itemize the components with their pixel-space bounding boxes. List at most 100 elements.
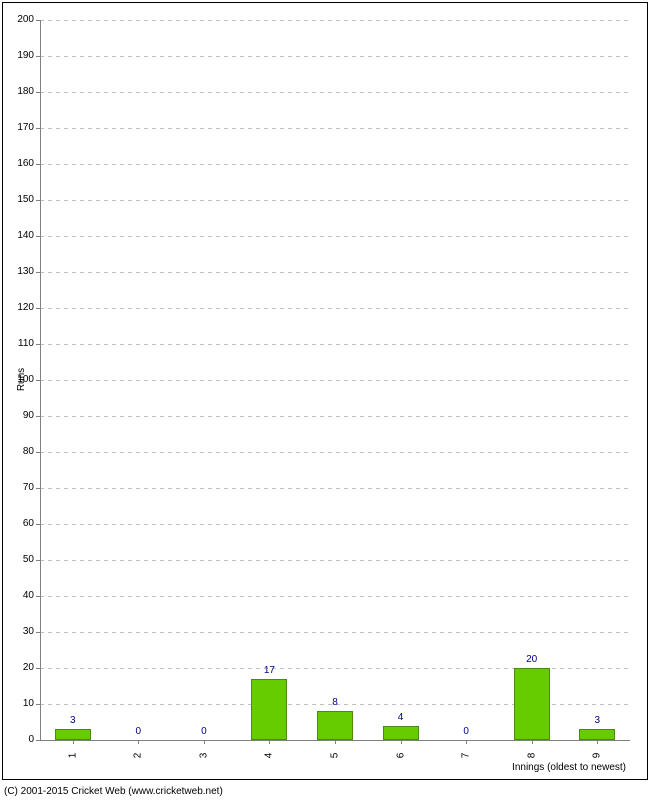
grid-line xyxy=(104,308,108,309)
grid-line xyxy=(440,236,444,237)
grid-line xyxy=(56,668,60,669)
grid-line xyxy=(112,272,116,273)
grid-line xyxy=(184,92,188,93)
grid-line xyxy=(360,380,364,381)
y-tick-label: 30 xyxy=(4,626,34,637)
grid-line xyxy=(232,200,236,201)
grid-line xyxy=(488,56,492,57)
grid-line xyxy=(288,200,292,201)
grid-line xyxy=(104,632,108,633)
grid-line xyxy=(552,380,556,381)
grid-line xyxy=(360,56,364,57)
grid-line xyxy=(160,200,164,201)
grid-line xyxy=(240,488,244,489)
grid-line xyxy=(408,308,412,309)
grid-line xyxy=(120,380,124,381)
grid-line xyxy=(576,308,580,309)
grid-line xyxy=(88,560,92,561)
grid-line xyxy=(528,380,532,381)
grid-line xyxy=(184,164,188,165)
grid-line xyxy=(408,344,412,345)
grid-line xyxy=(352,560,356,561)
grid-line xyxy=(392,704,396,705)
grid-line xyxy=(496,524,500,525)
grid-line xyxy=(64,308,68,309)
grid-line xyxy=(104,56,108,57)
grid-line xyxy=(168,56,172,57)
grid-line xyxy=(200,380,204,381)
grid-line xyxy=(528,488,532,489)
y-tick-label: 140 xyxy=(4,230,34,241)
grid-line xyxy=(336,92,340,93)
grid-line xyxy=(400,452,404,453)
grid-line xyxy=(120,416,124,417)
grid-line xyxy=(520,236,524,237)
grid-line xyxy=(536,236,540,237)
grid-line xyxy=(224,380,228,381)
grid-line xyxy=(328,92,332,93)
grid-line xyxy=(192,380,196,381)
grid-line xyxy=(520,632,524,633)
grid-line xyxy=(280,20,284,21)
grid-line xyxy=(608,272,612,273)
grid-line xyxy=(296,560,300,561)
grid-line xyxy=(472,272,476,273)
grid-line xyxy=(456,128,460,129)
grid-line xyxy=(272,164,276,165)
grid-line xyxy=(248,560,252,561)
grid-line xyxy=(376,164,380,165)
grid-line xyxy=(368,632,372,633)
grid-line xyxy=(200,92,204,93)
grid-line xyxy=(544,56,548,57)
grid-line xyxy=(536,20,540,21)
grid-line xyxy=(216,488,220,489)
grid-line xyxy=(400,272,404,273)
grid-line xyxy=(272,416,276,417)
grid-line xyxy=(240,164,244,165)
grid-line xyxy=(176,632,180,633)
grid-line xyxy=(200,704,204,705)
grid-line xyxy=(424,488,428,489)
grid-line xyxy=(344,344,348,345)
grid-line xyxy=(168,416,172,417)
grid-line xyxy=(168,20,172,21)
grid-line xyxy=(496,416,500,417)
grid-line xyxy=(560,236,564,237)
grid-line xyxy=(328,236,332,237)
grid-line xyxy=(480,200,484,201)
grid-line xyxy=(296,704,300,705)
grid-line xyxy=(160,308,164,309)
grid-line xyxy=(464,668,468,669)
grid-line xyxy=(264,488,268,489)
grid-line xyxy=(592,164,596,165)
grid-line xyxy=(88,92,92,93)
grid-line xyxy=(512,272,516,273)
grid-line xyxy=(440,596,444,597)
grid-line xyxy=(64,344,68,345)
grid-line xyxy=(504,380,508,381)
grid-line xyxy=(544,488,548,489)
grid-line xyxy=(136,92,140,93)
grid-line xyxy=(288,632,292,633)
grid-line xyxy=(560,344,564,345)
grid-line xyxy=(320,488,324,489)
grid-line xyxy=(408,128,412,129)
grid-line xyxy=(208,200,212,201)
grid-line xyxy=(608,308,612,309)
grid-line xyxy=(616,56,620,57)
grid-line xyxy=(272,20,276,21)
grid-line xyxy=(344,560,348,561)
grid-line xyxy=(232,704,236,705)
grid-line xyxy=(224,668,228,669)
grid-line xyxy=(216,200,220,201)
grid-line xyxy=(280,452,284,453)
grid-line xyxy=(256,344,260,345)
grid-line xyxy=(200,668,204,669)
grid-line xyxy=(192,452,196,453)
grid-line xyxy=(488,344,492,345)
grid-line xyxy=(368,236,372,237)
grid-line xyxy=(488,236,492,237)
grid-line xyxy=(504,668,508,669)
grid-line xyxy=(184,452,188,453)
grid-line xyxy=(560,668,564,669)
